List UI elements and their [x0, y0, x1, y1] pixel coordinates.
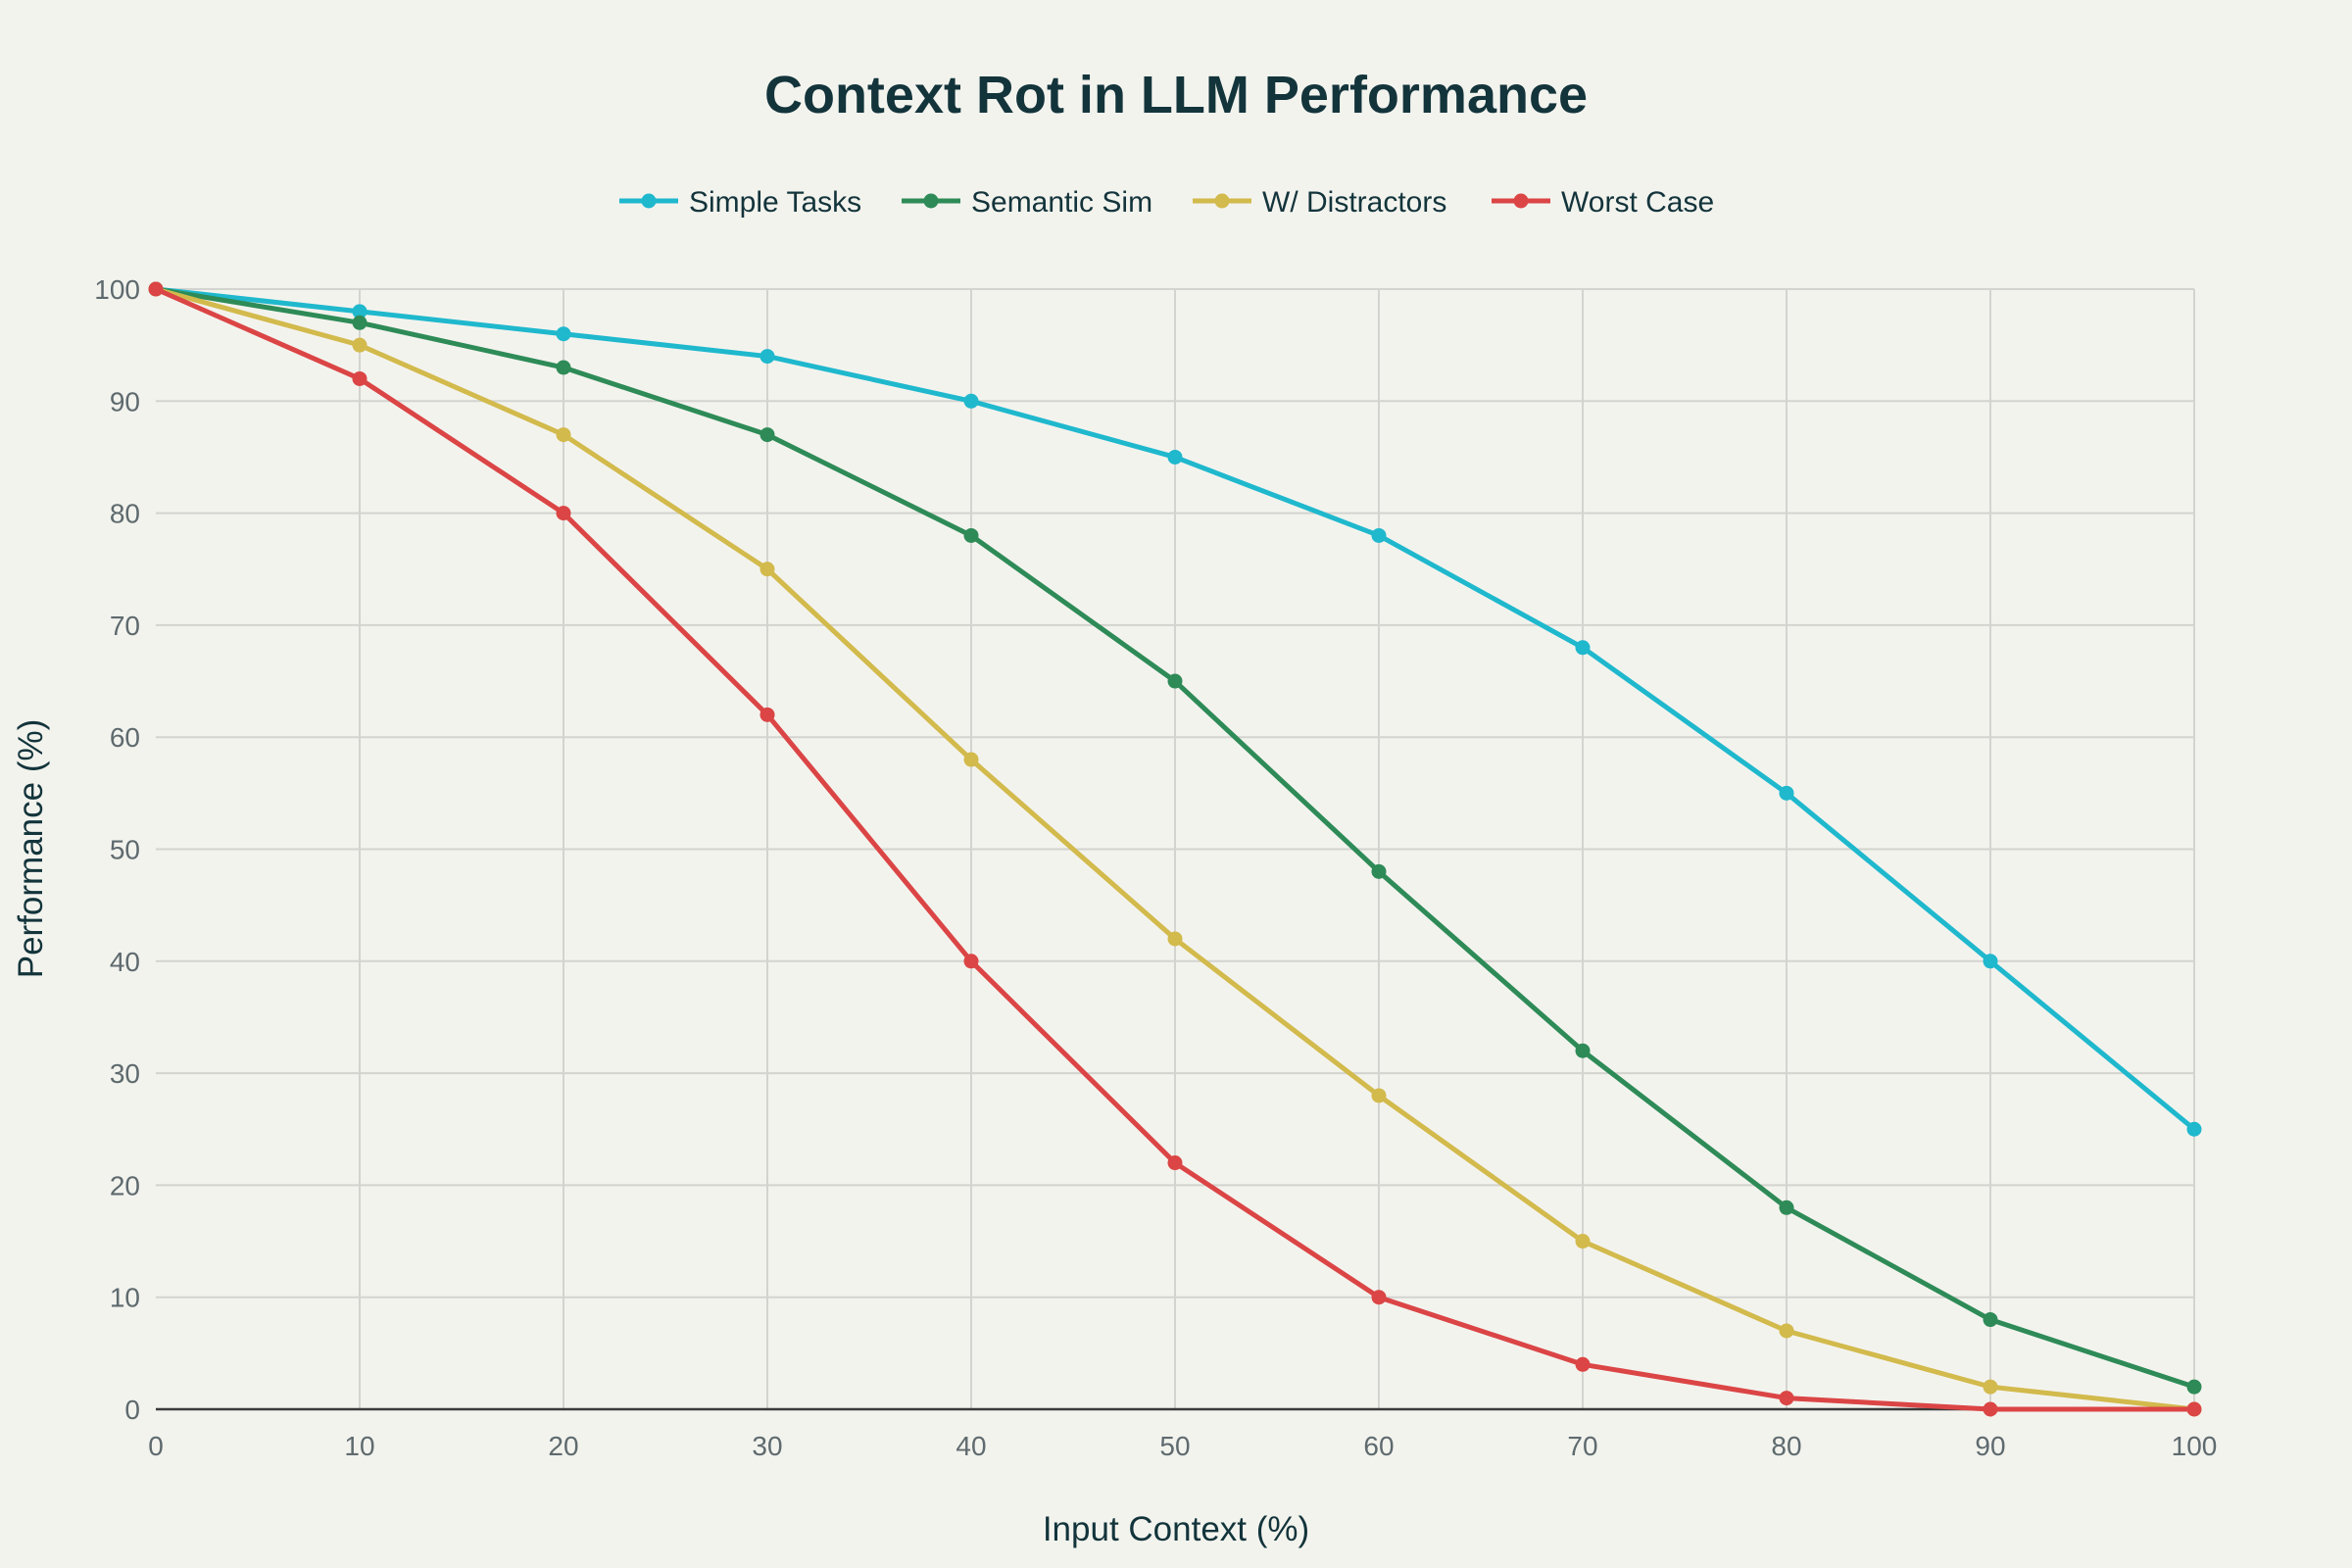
legend-marker-icon: [1513, 193, 1529, 209]
data-point[interactable]: [556, 360, 571, 375]
data-point[interactable]: [1983, 1379, 1998, 1395]
data-point[interactable]: [1983, 1401, 1998, 1417]
data-point[interactable]: [2186, 1401, 2202, 1417]
y-tick-label: 20: [110, 1170, 140, 1200]
data-point[interactable]: [1779, 1200, 1794, 1215]
data-point[interactable]: [556, 326, 571, 342]
legend-item[interactable]: Worst Case: [1492, 186, 1714, 219]
data-point[interactable]: [760, 427, 775, 443]
legend-marker-icon: [641, 193, 657, 209]
series-semantic-sim: [148, 281, 2202, 1395]
data-point[interactable]: [1371, 863, 1387, 879]
data-point[interactable]: [556, 506, 571, 521]
tick-labels: 0 10 20 30 40 50 60 70 80 90 100 0 10 20 30 40 50 60 70 80 9…: [94, 274, 2217, 1461]
x-tick-label: 100: [2172, 1431, 2218, 1461]
data-point[interactable]: [1575, 640, 1591, 656]
data-point[interactable]: [1779, 1323, 1794, 1339]
legend-label: Simple Tasks: [689, 186, 861, 219]
data-point[interactable]: [1575, 1356, 1591, 1372]
legend-item[interactable]: Semantic Sim: [902, 186, 1152, 219]
legend-label: Worst Case: [1561, 186, 1714, 219]
x-tick-label: 10: [344, 1431, 374, 1461]
data-point[interactable]: [1167, 449, 1183, 465]
x-tick-label: 90: [1975, 1431, 2005, 1461]
data-point[interactable]: [1167, 1155, 1183, 1171]
x-tick-label: 20: [548, 1431, 578, 1461]
data-point[interactable]: [1371, 527, 1387, 543]
legend-item[interactable]: W/ Distractors: [1193, 186, 1446, 219]
x-tick-label: 60: [1363, 1431, 1394, 1461]
data-point[interactable]: [1167, 931, 1183, 947]
data-point[interactable]: [1779, 1391, 1794, 1406]
data-point[interactable]: [352, 370, 368, 386]
legend-marker-icon: [1214, 193, 1230, 209]
data-point[interactable]: [2186, 1121, 2202, 1137]
y-tick-label: 40: [110, 947, 140, 977]
data-point[interactable]: [760, 562, 775, 577]
y-tick-label: 0: [124, 1395, 140, 1425]
y-tick-label: 50: [110, 835, 140, 865]
data-point[interactable]: [963, 393, 979, 409]
y-tick-label: 10: [110, 1283, 140, 1313]
x-tick-label: 50: [1159, 1431, 1190, 1461]
data-point[interactable]: [1779, 785, 1794, 801]
y-tick-label: 60: [110, 722, 140, 753]
data-point[interactable]: [1983, 1312, 1998, 1328]
data-point[interactable]: [1575, 1234, 1591, 1250]
grid: [156, 288, 2195, 1411]
data-point[interactable]: [760, 349, 775, 365]
legend-item[interactable]: Simple Tasks: [619, 186, 861, 219]
y-axis-title: Performance (%): [12, 719, 50, 979]
y-tick-label: 100: [94, 274, 140, 305]
series-simple-tasks: [148, 281, 2202, 1137]
legend-marker-icon: [923, 193, 939, 209]
series-lines: [148, 281, 2202, 1417]
data-point[interactable]: [760, 707, 775, 722]
data-point[interactable]: [1371, 1290, 1387, 1305]
y-tick-label: 30: [110, 1058, 140, 1089]
y-tick-label: 80: [110, 499, 140, 529]
data-point[interactable]: [1167, 673, 1183, 689]
x-tick-label: 40: [956, 1431, 986, 1461]
data-point[interactable]: [556, 427, 571, 443]
x-tick-label: 70: [1567, 1431, 1597, 1461]
data-point[interactable]: [148, 281, 164, 297]
y-tick-label: 90: [110, 386, 140, 416]
data-point[interactable]: [352, 304, 368, 319]
legend-label: Semantic Sim: [971, 186, 1152, 219]
data-point[interactable]: [963, 752, 979, 767]
y-tick-label: 70: [110, 611, 140, 641]
data-point[interactable]: [2186, 1379, 2202, 1395]
data-point[interactable]: [963, 527, 979, 543]
x-tick-label: 80: [1771, 1431, 1801, 1461]
x-tick-label: 30: [752, 1431, 782, 1461]
data-point[interactable]: [1371, 1088, 1387, 1103]
chart-title: Context Rot in LLM Performance: [764, 66, 1588, 124]
data-point[interactable]: [352, 337, 368, 353]
x-axis-title: Input Context (%): [1043, 1510, 1309, 1548]
data-point[interactable]: [963, 954, 979, 969]
legend-label: W/ Distractors: [1262, 186, 1446, 219]
data-point[interactable]: [1983, 954, 1998, 969]
legend: Simple Tasks Semantic Sim W/ Distractors Wo…: [619, 186, 1714, 219]
x-tick-label: 0: [148, 1431, 164, 1461]
data-point[interactable]: [1575, 1043, 1591, 1058]
series-worst-case: [148, 281, 2202, 1417]
data-point[interactable]: [352, 315, 368, 330]
